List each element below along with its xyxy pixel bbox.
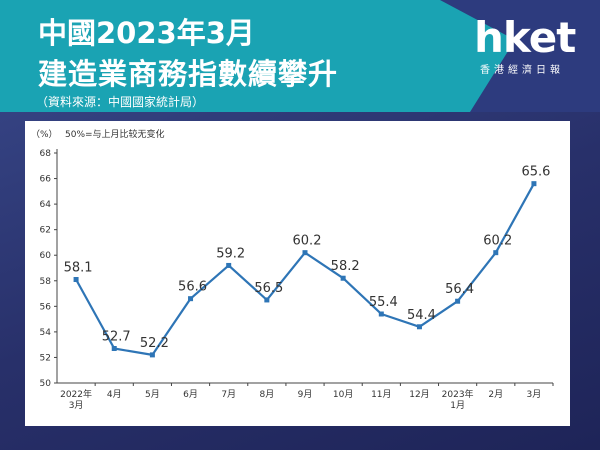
y-tick-label: 58: [40, 277, 52, 287]
data-point: [302, 250, 308, 256]
data-point: [493, 250, 499, 256]
data-label: 60.2: [293, 234, 322, 249]
data-point: [378, 311, 384, 317]
page-subtitle: 建造業商務指數續攀升: [38, 57, 339, 91]
y-unit-label: （%）: [31, 129, 58, 140]
x-tick-labels: 2022年 3月 4月 5月 6月 7月 8月 9月 10月 11月 12月 2023年 1月 2月 3月: [60, 383, 554, 411]
x-tick-label: 12月: [409, 389, 429, 400]
data-point: [340, 275, 346, 281]
x-tick-label: 2月: [488, 389, 503, 400]
x-tick-label: 4月: [107, 389, 122, 400]
y-tick-label: 68: [40, 149, 52, 159]
data-point: [531, 181, 537, 187]
x-tick-label: 7月: [221, 389, 236, 400]
data-point: [455, 298, 461, 304]
data-label: 54.4: [407, 308, 436, 323]
x-tick-label: 9月: [298, 389, 313, 400]
x-tick-label: 3月: [527, 389, 542, 400]
y-tick-label: 56: [40, 302, 52, 312]
data-label: 56.6: [178, 280, 207, 295]
source-note: （資料來源：中國國家統計局）: [36, 95, 205, 109]
x-tick-label: 11月: [371, 389, 391, 400]
data-point: [264, 297, 270, 303]
y-tick-label: 54: [40, 328, 52, 338]
data-labels: 58.1 52.7 52.2 56.6 59.2 56.5 60.2 58.2 55.4 54.4…: [64, 165, 551, 351]
y-tick-label: 60: [40, 251, 52, 261]
page-title: 中國2023年3月: [38, 16, 255, 50]
brand-logo: hket: [474, 13, 576, 62]
x-tick-label: 10月: [333, 389, 353, 400]
data-point: [188, 296, 194, 302]
data-label: 59.2: [216, 246, 245, 261]
series-line-group: [73, 181, 537, 358]
data-point: [73, 277, 79, 282]
data-point: [111, 346, 117, 351]
y-tick-label: 64: [40, 200, 52, 210]
data-label: 58.2: [331, 259, 360, 274]
x-tick-label: 8月: [259, 389, 274, 400]
y-tick-labels: 50 52 54 56 58 60 62 64 66 68: [40, 149, 57, 389]
data-label: 52.7: [102, 330, 131, 345]
data-label: 56.5: [254, 281, 283, 296]
y-tick-label: 50: [40, 379, 52, 389]
y-tick-label: 52: [40, 353, 51, 363]
data-label: 55.4: [369, 295, 398, 310]
x-tick-label: 2023年 1月: [442, 388, 474, 411]
x-tick-label: 6月: [183, 389, 198, 400]
series-line: [75, 183, 535, 356]
brand-logo-subtitle: 香港經濟日報: [480, 65, 564, 76]
data-label: 60.2: [483, 234, 512, 249]
chart-axes: [56, 149, 553, 384]
data-point: [149, 352, 155, 358]
data-label: 65.6: [521, 165, 550, 180]
data-label: 52.2: [140, 336, 169, 351]
line-chart: （%） 50%=与上月比较无变化 50 52 54 56 58 60 62 64 66 68 20…: [31, 128, 554, 411]
data-label: 58.1: [64, 261, 93, 276]
x-tick-label: 5月: [145, 389, 160, 400]
chart-panel: （%） 50%=与上月比较无变化 50 52 54 56 58 60 62 64 66 68 20…: [25, 121, 570, 426]
y-tick-label: 66: [40, 175, 52, 185]
x-tick-label: 2022年 3月: [60, 388, 92, 411]
data-point: [226, 262, 232, 268]
y-tick-label: 62: [40, 226, 51, 236]
chart-annotation: 50%=与上月比较无变化: [65, 128, 165, 140]
data-point: [416, 324, 422, 330]
data-label: 56.4: [445, 282, 474, 297]
